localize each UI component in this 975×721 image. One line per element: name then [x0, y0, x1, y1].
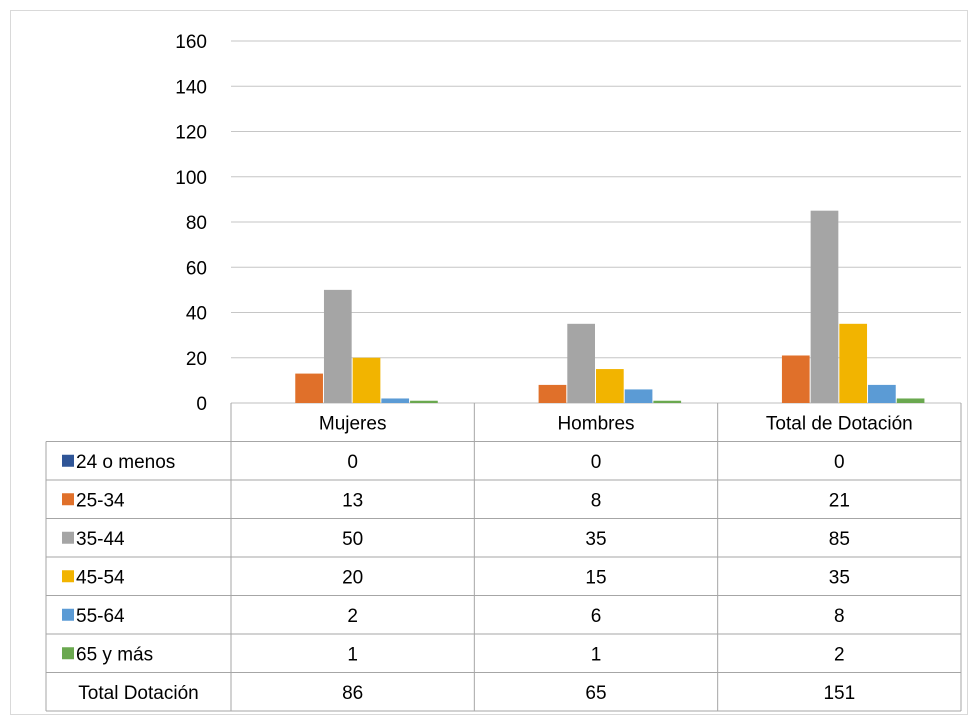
y-tick-label: 20: [186, 349, 207, 370]
table-cell-55-64-total-de-dotacion: 8: [834, 606, 845, 627]
bar-65-y-mas-total-de-dotacion: [896, 398, 925, 403]
table-cell-65-y-mas-hombres: 1: [591, 644, 602, 665]
category-label-hombres: Hombres: [557, 413, 634, 434]
table-cell-24-o-menos-mujeres: 0: [347, 452, 358, 473]
bar-45-54-hombres: [596, 369, 624, 403]
y-tick-label: 160: [175, 32, 207, 53]
table-cell-45-54-hombres: 15: [585, 567, 606, 588]
totals-cell-hombres: 65: [585, 683, 606, 704]
legend-label-65-y-mas: 65 y más: [76, 644, 153, 665]
y-tick-label: 100: [175, 168, 207, 189]
category-label-total-de-dotacion: Total de Dotación: [766, 413, 913, 434]
bar-35-44-mujeres: [323, 289, 352, 403]
bars: [295, 210, 925, 403]
legend-label-35-44: 35-44: [76, 529, 125, 550]
bar-55-64-total-de-dotacion: [868, 384, 896, 403]
table-cell-55-64-hombres: 6: [591, 606, 602, 627]
table-cell-35-44-total-de-dotacion: 85: [829, 529, 850, 550]
bar-35-44-total-de-dotacion: [810, 210, 839, 403]
bar-35-44-hombres: [567, 323, 595, 403]
legend-key-55-64: [62, 608, 74, 621]
y-tick-label: 40: [186, 304, 207, 325]
bar-45-54-mujeres: [352, 357, 381, 403]
bar-65-y-mas-hombres: [653, 400, 682, 403]
y-tick-label: 120: [175, 123, 207, 144]
table-cell-35-44-hombres: 35: [585, 529, 606, 550]
legend-key-25-34: [62, 493, 74, 506]
legend-key-35-44: [62, 531, 74, 544]
legend-label-45-54: 45-54: [76, 567, 125, 588]
y-axis: 0 20 40 60 80 100 120 140 160: [175, 32, 207, 415]
chart-frame: [10, 10, 968, 715]
legend-label-25-34: 25-34: [76, 490, 125, 511]
bar-25-34-total-de-dotacion: [781, 355, 810, 403]
table-cell-25-34-mujeres: 13: [342, 490, 363, 511]
table-cell-45-54-total-de-dotacion: 35: [829, 567, 850, 588]
table-cell-65-y-mas-mujeres: 1: [347, 644, 358, 665]
bar-25-34-mujeres: [295, 373, 323, 403]
legend-key-24-o-menos: [62, 454, 74, 467]
legend-key-65-y-mas: [62, 647, 74, 660]
legend-label-24-o-menos: 24 o menos: [76, 452, 175, 473]
y-tick-label: 60: [186, 258, 207, 279]
legend-key-45-54: [62, 570, 74, 583]
table-cell-24-o-menos-total-de-dotacion: 0: [834, 452, 845, 473]
y-tick-label: 140: [175, 77, 207, 98]
totals-cell-total-de-dotacion: 151: [823, 683, 855, 704]
data-table: Mujeres Hombres Total de Dotación 24 o meno…: [45, 403, 962, 712]
bar-45-54-total-de-dotacion: [839, 323, 868, 403]
bar-55-64-mujeres: [381, 398, 410, 403]
legend-label-55-64: 55-64: [76, 606, 125, 627]
bar-65-y-mas-mujeres: [410, 400, 438, 403]
table-cell-55-64-mujeres: 2: [347, 606, 358, 627]
bar-55-64-hombres: [624, 389, 653, 403]
table-cell-25-34-hombres: 8: [591, 490, 602, 511]
bar-25-34-hombres: [538, 384, 567, 403]
y-tick-label: 0: [196, 394, 207, 415]
table-cell-35-44-mujeres: 50: [342, 529, 363, 550]
totals-row-label: Total Dotación: [78, 683, 198, 704]
totals-cell-mujeres: 86: [342, 683, 363, 704]
category-label-mujeres: Mujeres: [319, 413, 387, 434]
y-tick-label: 80: [186, 213, 207, 234]
table-cell-25-34-total-de-dotacion: 21: [829, 490, 850, 511]
table-cell-65-y-mas-total-de-dotacion: 2: [834, 644, 845, 665]
table-cell-24-o-menos-hombres: 0: [591, 452, 602, 473]
table-cell-45-54-mujeres: 20: [342, 567, 363, 588]
